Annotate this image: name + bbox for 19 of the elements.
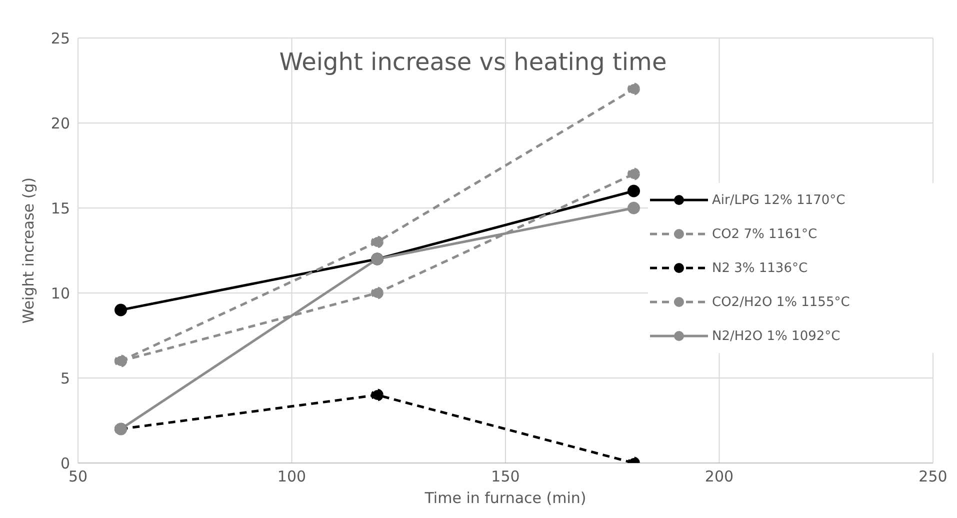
chart-title: Weight increase vs heating time: [279, 48, 667, 76]
legend-label: CO2/H2O 1% 1155°C: [712, 294, 850, 310]
legend-label: Air/LPG 12% 1170°C: [712, 192, 846, 208]
x-tick-label: 200: [704, 468, 734, 486]
y-tick-label: 20: [50, 114, 70, 132]
x-tick-label: 100: [277, 468, 306, 486]
legend-label: CO2 7% 1161°C: [712, 226, 818, 242]
y-tick-label: 5: [60, 369, 70, 388]
x-axis-title: Time in furnace (min): [424, 489, 586, 507]
y-axis-title: Weight increase (g): [19, 177, 38, 324]
y-tick-label: 10: [50, 284, 70, 302]
legend-label: N2 3% 1136°C: [712, 260, 808, 276]
x-tick-label: 50: [68, 468, 88, 486]
y-tick-label: 15: [50, 199, 70, 218]
legend-label: N2/H2O 1% 1092°C: [712, 328, 840, 344]
y-tick-label: 0: [60, 454, 70, 472]
x-tick-label: 150: [491, 468, 520, 486]
y-tick-label: 25: [50, 29, 70, 48]
x-tick-label: 250: [918, 468, 948, 486]
